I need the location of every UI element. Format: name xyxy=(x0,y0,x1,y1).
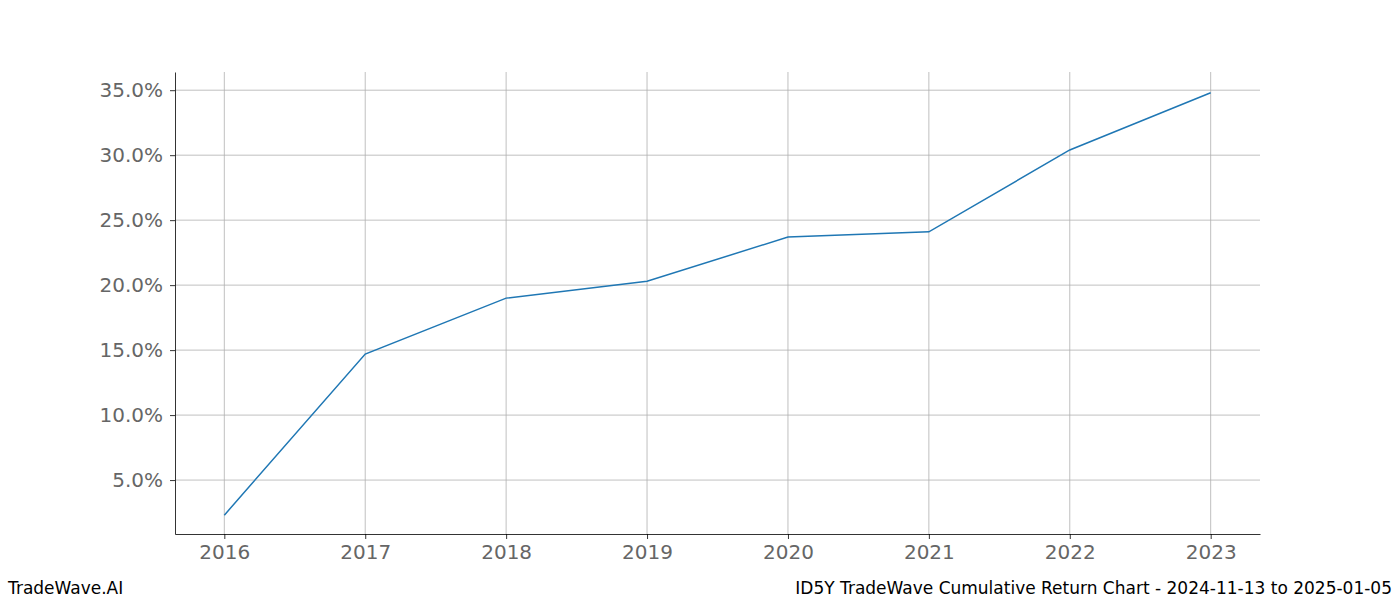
tick: 10.0% xyxy=(99,403,175,427)
tick-label: 5.0% xyxy=(112,468,163,492)
plot-area xyxy=(224,93,1210,515)
tick-label: 20.0% xyxy=(99,273,163,297)
grid-line-x xyxy=(1069,72,1070,534)
tick: 25.0% xyxy=(99,208,175,232)
tick: 35.0% xyxy=(99,78,175,102)
grid-line-y xyxy=(175,155,1260,156)
tick: 20.0% xyxy=(99,273,175,297)
tick-label: 15.0% xyxy=(99,338,163,362)
tick-mark xyxy=(788,534,789,539)
grid-line-y xyxy=(175,90,1260,91)
tick: 2021 xyxy=(904,534,955,564)
grid-line-x xyxy=(1210,72,1211,534)
grid-line-x xyxy=(928,72,929,534)
y-axis: 5.0% 10.0% 15.0% 20.0% 25.0% 30.0% 35.0% xyxy=(99,73,175,535)
grid xyxy=(175,72,1260,534)
tick-mark xyxy=(170,155,175,156)
tick-mark xyxy=(170,220,175,221)
tick: 5.0% xyxy=(112,468,175,492)
tick: 15.0% xyxy=(99,338,175,362)
chart: 2016 2017 2018 2019 2020 2021 2022 2023 5.0% 10.0… xyxy=(0,0,1400,600)
tick-mark xyxy=(1070,534,1071,539)
grid-line-y xyxy=(175,480,1260,481)
grid-line-y xyxy=(175,415,1260,416)
tick-label: 2023 xyxy=(1186,540,1237,564)
tick-label: 35.0% xyxy=(99,78,163,102)
tick-mark xyxy=(170,90,175,91)
tick: 2017 xyxy=(340,534,391,564)
tick-label: 2017 xyxy=(340,540,391,564)
tick-label: 10.0% xyxy=(99,403,163,427)
grid-line-x xyxy=(506,72,507,534)
watermark: TradeWave.AI xyxy=(7,578,123,598)
line-series xyxy=(224,93,1210,515)
tick-mark xyxy=(224,534,225,539)
axis-line xyxy=(175,73,176,535)
grid-line-y xyxy=(175,350,1260,351)
tick-mark xyxy=(1211,534,1212,539)
tick-mark xyxy=(170,285,175,286)
tick-label: 25.0% xyxy=(99,208,163,232)
tick: 2016 xyxy=(199,534,250,564)
tick: 2019 xyxy=(622,534,673,564)
axis-line xyxy=(176,534,1261,535)
x-axis: 2016 2017 2018 2019 2020 2021 2022 2023 xyxy=(176,534,1261,564)
grid-line-y xyxy=(175,285,1260,286)
tick-mark xyxy=(647,534,648,539)
grid-line-x xyxy=(787,72,788,534)
chart-title: ID5Y TradeWave Cumulative Return Chart -… xyxy=(795,578,1392,598)
tick: 2020 xyxy=(763,534,814,564)
tick-label: 2016 xyxy=(199,540,250,564)
tick-label: 2018 xyxy=(481,540,532,564)
tick: 2023 xyxy=(1186,534,1237,564)
tick-label: 2019 xyxy=(622,540,673,564)
tick: 2022 xyxy=(1045,534,1096,564)
tick-label: 2020 xyxy=(763,540,814,564)
grid-line-x xyxy=(647,72,648,534)
tick: 30.0% xyxy=(99,143,175,167)
tick-mark xyxy=(929,534,930,539)
tick-mark xyxy=(170,480,175,481)
tick-mark xyxy=(365,534,366,539)
grid-line-x xyxy=(365,72,366,534)
tick-label: 30.0% xyxy=(99,143,163,167)
grid-line-y xyxy=(175,220,1260,221)
tick-mark xyxy=(170,350,175,351)
grid-line-x xyxy=(224,72,225,534)
tick-label: 2022 xyxy=(1045,540,1096,564)
tick-mark xyxy=(506,534,507,539)
tick-label: 2021 xyxy=(904,540,955,564)
tick: 2018 xyxy=(481,534,532,564)
tick-mark xyxy=(170,415,175,416)
